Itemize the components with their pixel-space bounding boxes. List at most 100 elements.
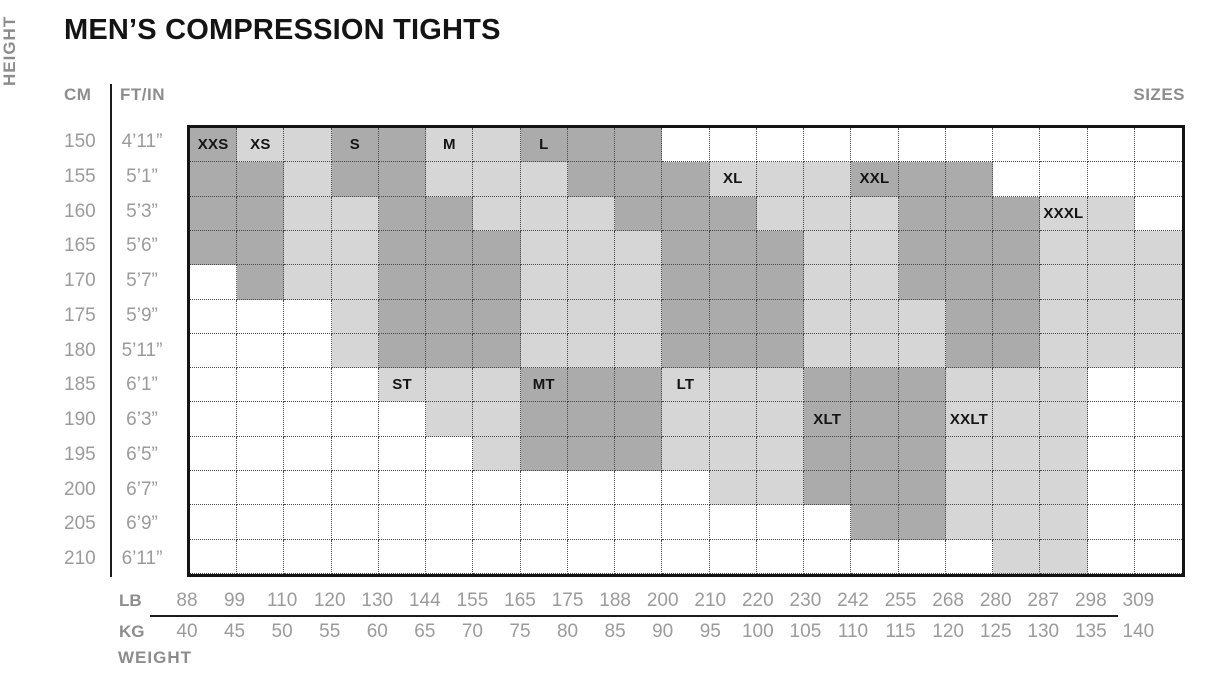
grid-cell bbox=[804, 333, 852, 369]
grid-cell bbox=[378, 471, 427, 506]
kg-value: 40 bbox=[176, 621, 198, 642]
grid-cell bbox=[473, 368, 521, 403]
grid-cell bbox=[945, 128, 994, 163]
grid-cell bbox=[1134, 471, 1182, 506]
ftin-value: 6’1” bbox=[126, 374, 158, 396]
grid-cell bbox=[190, 230, 238, 266]
grid-cell bbox=[426, 333, 474, 369]
grid-cell bbox=[709, 436, 757, 472]
grid-cell bbox=[378, 128, 427, 163]
cm-value: 185 bbox=[64, 374, 96, 396]
grid-cell bbox=[1134, 436, 1182, 472]
grid-cell bbox=[331, 230, 379, 266]
grid-cell bbox=[756, 265, 805, 300]
cm-value: 195 bbox=[64, 443, 96, 465]
grid-cell bbox=[284, 402, 332, 437]
grid-cell bbox=[1040, 299, 1088, 334]
grid-cell bbox=[804, 505, 852, 540]
grid-cell bbox=[993, 402, 1041, 437]
grid-cell bbox=[804, 128, 852, 163]
ftin-axis-header: FT/IN bbox=[120, 85, 165, 104]
ftin-value: 6’3” bbox=[126, 409, 158, 431]
grid-cell bbox=[331, 196, 379, 231]
grid-cell bbox=[331, 265, 379, 300]
grid-cell bbox=[567, 436, 616, 472]
grid-cell bbox=[1087, 471, 1135, 506]
grid-cell bbox=[520, 162, 568, 197]
ftin-value: 4’11” bbox=[121, 131, 163, 152]
grid-cell bbox=[756, 436, 805, 472]
grid-cell bbox=[898, 471, 946, 506]
lb-value: 188 bbox=[599, 590, 631, 611]
lb-axis-header: LB bbox=[119, 591, 142, 610]
kg-value: 90 bbox=[652, 621, 674, 642]
kg-value: 85 bbox=[604, 621, 626, 642]
grid-cell bbox=[190, 368, 238, 403]
grid-cell bbox=[945, 230, 994, 266]
grid-cell bbox=[898, 436, 946, 472]
lb-value: 165 bbox=[504, 590, 536, 611]
grid-cell bbox=[1087, 128, 1135, 163]
grid-cell bbox=[520, 471, 568, 506]
grid-cell bbox=[851, 230, 899, 266]
grid-cell bbox=[1040, 539, 1088, 574]
kg-value: 120 bbox=[932, 621, 964, 642]
grid-cell bbox=[615, 436, 663, 472]
cm-value: 205 bbox=[64, 513, 96, 535]
grid-cell bbox=[1087, 539, 1135, 574]
grid-cell bbox=[993, 505, 1041, 540]
grid-cell bbox=[662, 471, 710, 506]
grid-cell bbox=[1040, 368, 1088, 403]
grid-cell bbox=[237, 539, 285, 574]
cm-value: 180 bbox=[64, 339, 96, 361]
grid-cell bbox=[804, 471, 852, 506]
grid-cell bbox=[1040, 128, 1088, 163]
grid-cell bbox=[1040, 265, 1088, 300]
lb-value: 110 bbox=[266, 590, 298, 611]
grid-cell bbox=[851, 539, 899, 574]
grid-cell bbox=[945, 471, 994, 506]
grid-cell bbox=[804, 539, 852, 574]
grid-cell bbox=[804, 162, 852, 197]
lb-value: 255 bbox=[884, 590, 917, 611]
size-label-mt: MT bbox=[520, 368, 568, 403]
weight-axis-label: WEIGHT bbox=[118, 648, 192, 667]
grid-cell bbox=[709, 505, 757, 540]
grid-cell bbox=[804, 436, 852, 472]
grid-cell bbox=[520, 265, 568, 300]
cm-value: 165 bbox=[64, 235, 96, 257]
grid-cell bbox=[709, 471, 757, 506]
grid-cell bbox=[898, 368, 946, 403]
lb-value: 287 bbox=[1027, 590, 1060, 611]
lb-value: 309 bbox=[1122, 590, 1155, 611]
kg-value: 45 bbox=[223, 621, 246, 642]
grid-cell bbox=[473, 230, 521, 266]
grid-cell bbox=[331, 539, 379, 574]
grid-cell bbox=[190, 471, 238, 506]
grid-cell bbox=[615, 162, 663, 197]
grid-cell bbox=[520, 505, 568, 540]
grid-cell bbox=[756, 471, 805, 506]
grid-cell bbox=[756, 196, 805, 231]
grid-cell bbox=[898, 333, 946, 369]
grid-cell bbox=[331, 471, 379, 506]
kg-value: 75 bbox=[509, 621, 531, 642]
grid-cell bbox=[1040, 162, 1088, 197]
grid-cell bbox=[378, 265, 427, 300]
grid-cell bbox=[190, 402, 238, 437]
grid-cell bbox=[567, 471, 616, 506]
grid-cell bbox=[1087, 333, 1135, 369]
kg-value: 70 bbox=[461, 621, 483, 642]
grid-cell bbox=[567, 368, 616, 403]
size-label-l: L bbox=[520, 128, 568, 163]
grid-cell bbox=[709, 196, 757, 231]
grid-cell bbox=[709, 539, 757, 574]
grid-cell bbox=[1134, 265, 1182, 300]
grid-cell bbox=[520, 402, 568, 437]
grid-cell bbox=[1040, 333, 1088, 369]
kg-value: 140 bbox=[1122, 621, 1155, 642]
lb-value: 280 bbox=[979, 590, 1012, 611]
grid-cell bbox=[993, 265, 1041, 300]
grid-cell bbox=[1134, 299, 1182, 334]
grid-cell bbox=[615, 333, 663, 369]
